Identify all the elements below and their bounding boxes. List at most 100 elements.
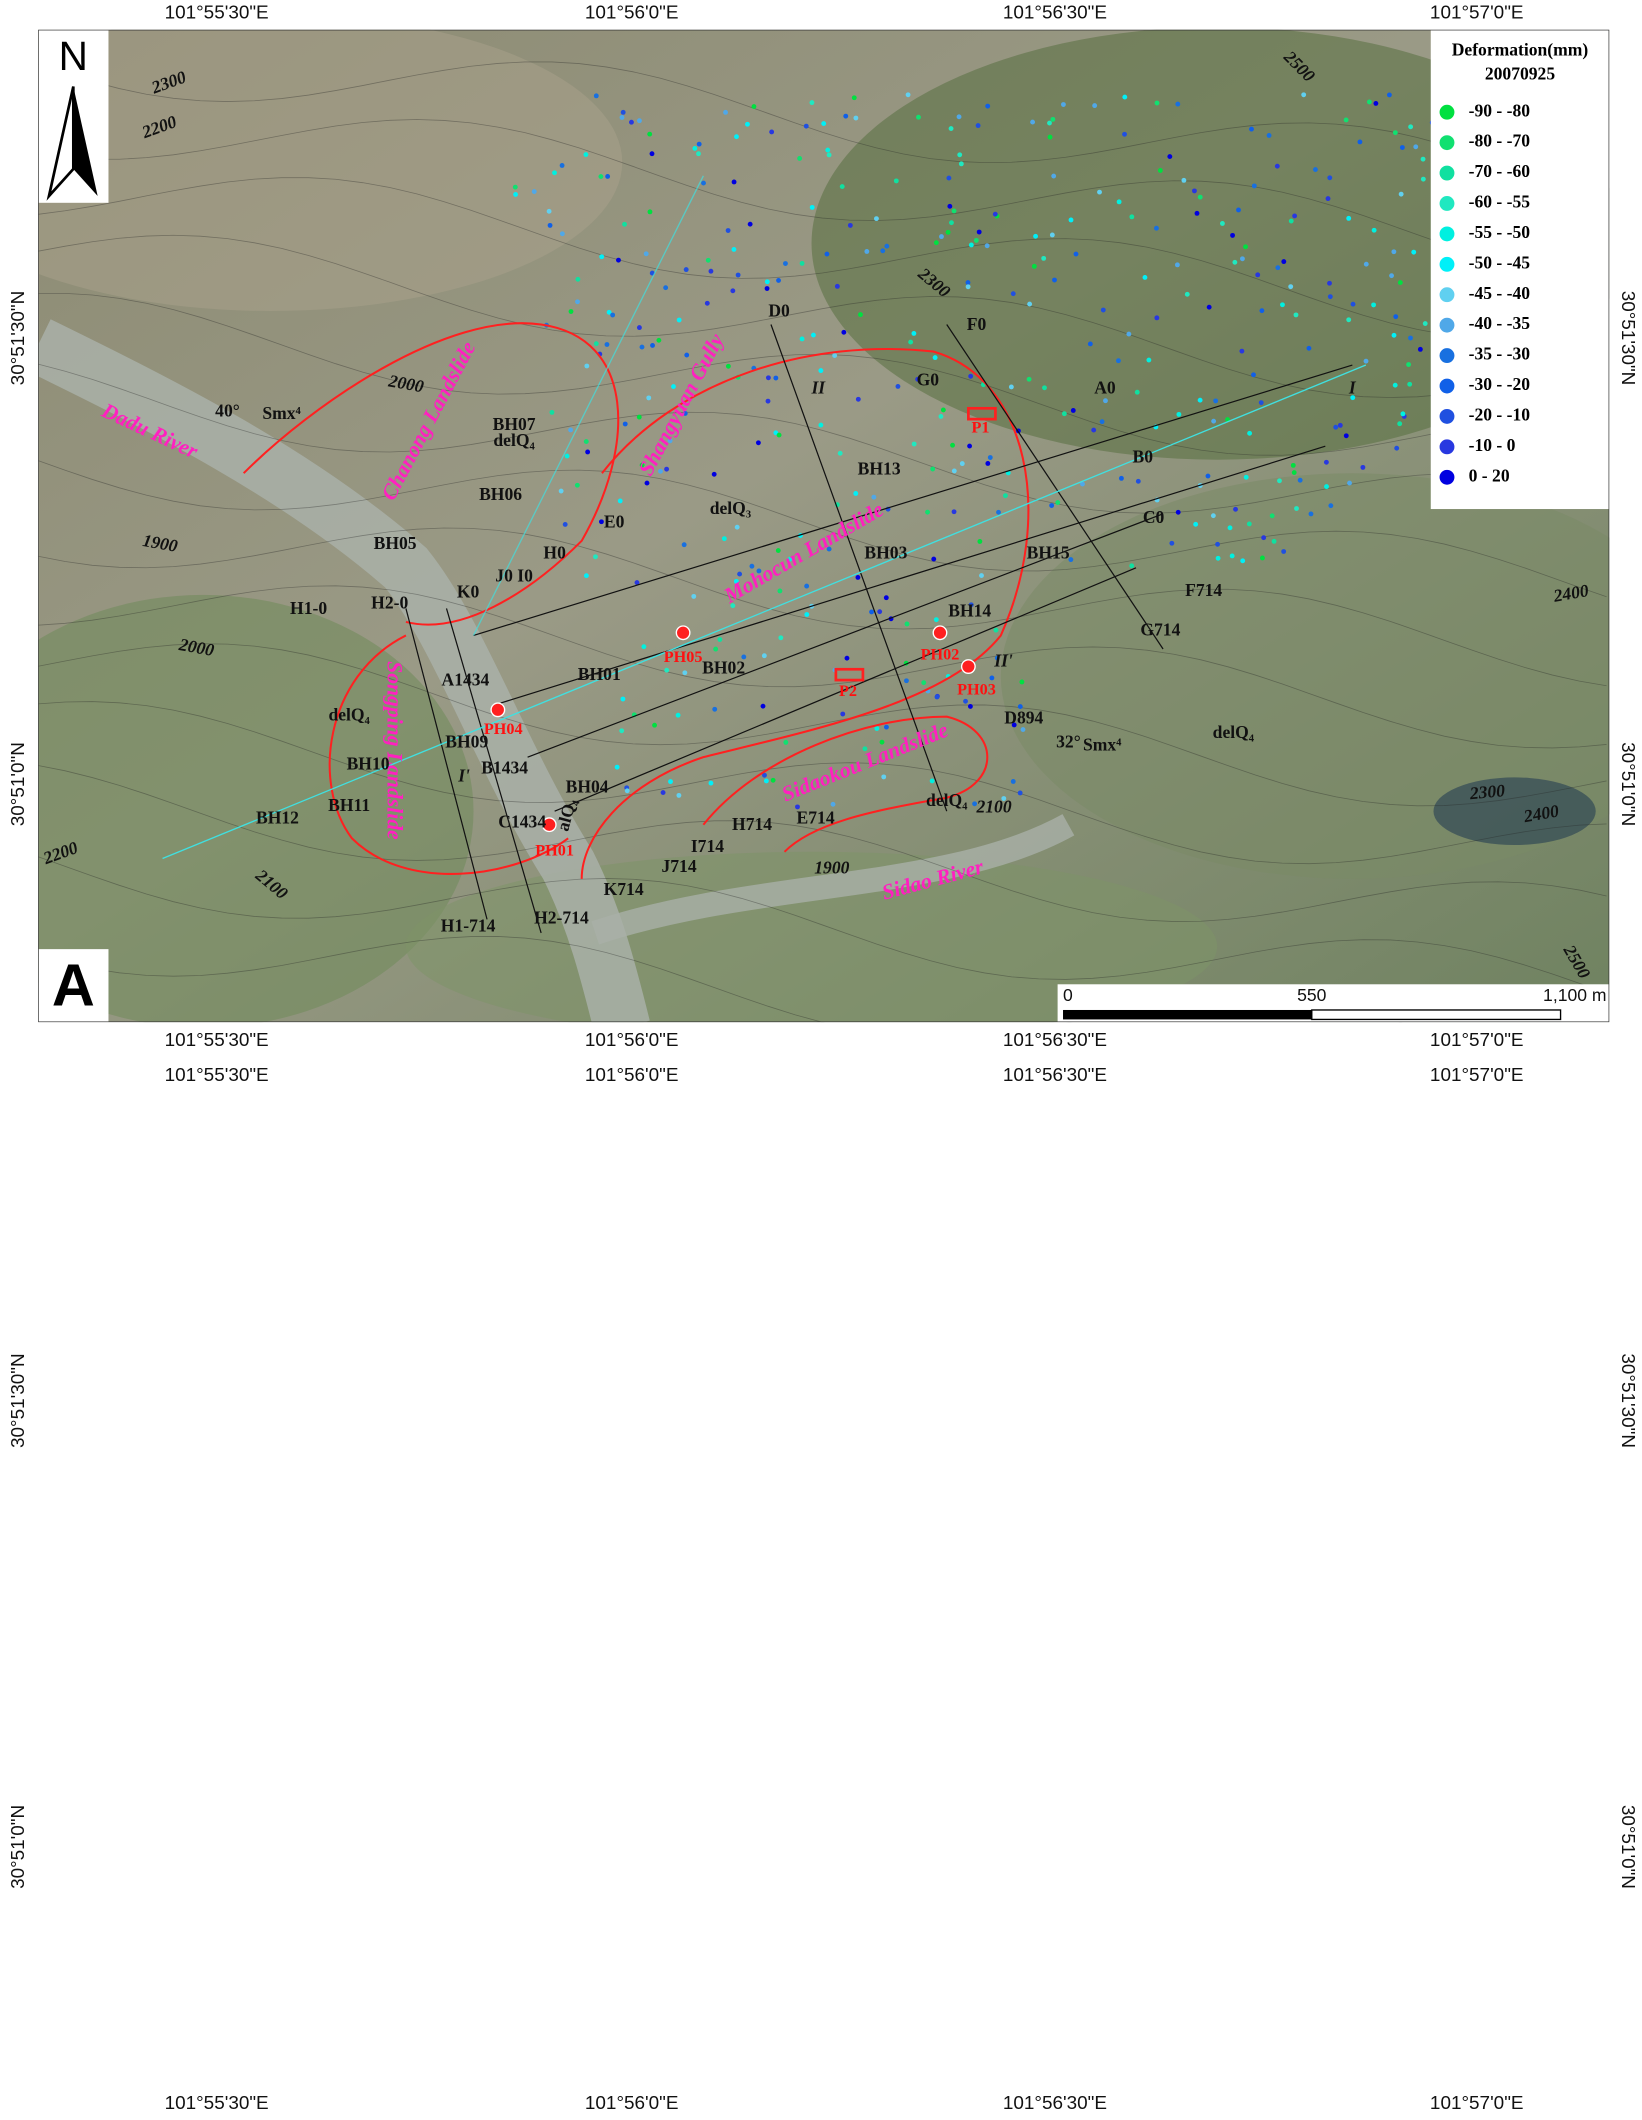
- ps-point: [1049, 503, 1055, 508]
- ps-point: [1159, 1284, 1164, 1289]
- ps-point: [1287, 1501, 1292, 1506]
- ps-point: [1116, 199, 1122, 205]
- ps-point: [1400, 411, 1406, 417]
- profile-line: [162, 364, 1367, 860]
- ps-point: [1197, 1259, 1202, 1264]
- ps-point: [512, 184, 518, 190]
- ps-point: [547, 1271, 552, 1276]
- ps-point: [879, 739, 885, 745]
- contour-line: [38, 177, 1607, 340]
- ps-point: [1205, 1584, 1210, 1589]
- ps-point: [705, 257, 711, 263]
- ps-point: [777, 588, 783, 594]
- ps-point: [568, 309, 574, 314]
- ps-point: [1301, 92, 1307, 98]
- ps-point: [647, 1379, 652, 1384]
- ps-point: [987, 455, 993, 460]
- ps-point: [905, 92, 911, 98]
- ps-point: [1099, 1554, 1104, 1559]
- ps-point: [561, 1186, 566, 1191]
- ps-point: [989, 1259, 994, 1264]
- map-label: delQ₄: [1213, 722, 1255, 742]
- ps-point: [924, 1173, 929, 1178]
- map-label: 2100: [975, 1859, 1011, 1879]
- ps-point: [829, 1155, 834, 1160]
- section-line: [501, 1509, 1326, 1766]
- ps-point: [843, 1264, 848, 1269]
- ps-point: [612, 1789, 617, 1794]
- map-label: C1434: [498, 811, 546, 831]
- ps-point: [1017, 790, 1023, 796]
- scale-label: 0: [1063, 985, 1073, 1005]
- map-label: F0: [967, 314, 987, 334]
- ps-point: [1234, 1542, 1239, 1547]
- ps-point: [959, 1671, 964, 1676]
- ps-point: [628, 1247, 633, 1252]
- ps-point: [634, 580, 640, 586]
- ps-point: [1169, 540, 1175, 546]
- ps-point: [775, 1615, 780, 1620]
- map-label: J714: [661, 1919, 696, 1939]
- latitude-label: 30°51'0"N: [1617, 742, 1638, 826]
- ps-point: [948, 1530, 953, 1535]
- ps-point: [1339, 1246, 1344, 1251]
- ps-point: [696, 151, 701, 157]
- ps-point: [606, 309, 612, 315]
- ps-point: [593, 1314, 598, 1319]
- ps-point: [583, 152, 589, 157]
- ps-point: [732, 1748, 737, 1753]
- panel-letter: B: [52, 2014, 95, 2081]
- map-label: BH02: [702, 657, 745, 677]
- ps-point: [761, 1683, 766, 1688]
- ps-point: [1527, 1392, 1532, 1397]
- ps-point: [1257, 1535, 1262, 1540]
- ps-point: [843, 113, 849, 119]
- ps-point: [783, 261, 788, 266]
- map-label: 1900: [814, 1920, 849, 1940]
- ps-point: [735, 272, 741, 278]
- ps-point: [730, 603, 736, 609]
- ps-point: [756, 568, 762, 574]
- ps-point: [759, 1501, 764, 1506]
- ps-point: [1154, 315, 1160, 321]
- ps-point: [1068, 557, 1074, 563]
- ps-point: [710, 1594, 715, 1599]
- ps-point: [1483, 1360, 1488, 1365]
- ps-point: [1243, 244, 1248, 250]
- legend-label: 0 - 20: [1469, 465, 1510, 485]
- map-label: D0: [768, 300, 790, 320]
- ps-point: [575, 299, 580, 305]
- ps-point: [660, 790, 666, 795]
- ps-point: [1277, 478, 1282, 484]
- ps-point: [584, 363, 590, 369]
- ps-point: [652, 722, 657, 728]
- map-label: II': [993, 1713, 1013, 1733]
- river: [595, 1887, 1068, 1995]
- ps-point: [667, 1522, 672, 1527]
- ps-point: [1061, 1263, 1066, 1268]
- ps-point: [544, 1351, 549, 1356]
- contour-line: [38, 643, 1607, 807]
- ps-point: [1099, 419, 1105, 425]
- ps-point: [550, 1498, 555, 1503]
- ps-point: [1031, 263, 1037, 269]
- ps-point: [1313, 167, 1318, 172]
- ps-point: [961, 1617, 966, 1622]
- ps-point: [904, 621, 910, 627]
- ps-point: [1116, 358, 1121, 364]
- map-label: A1434: [442, 1732, 490, 1752]
- ps-point: [572, 1250, 577, 1255]
- ps-point: [1007, 1486, 1012, 1491]
- ps-point: [717, 1586, 722, 1591]
- ps-point: [1062, 1566, 1067, 1571]
- ps-point: [747, 1440, 752, 1445]
- ps-point: [1001, 1612, 1006, 1617]
- ps-point: [1376, 1299, 1381, 1304]
- map-label: G0: [917, 1432, 940, 1452]
- ps-point: [616, 1321, 621, 1326]
- map-label: BH05: [374, 1596, 417, 1616]
- ps-point: [1578, 1296, 1583, 1301]
- contour-line: [38, 1182, 1606, 1343]
- ps-point: [732, 1716, 737, 1721]
- ps-point: [1232, 259, 1238, 265]
